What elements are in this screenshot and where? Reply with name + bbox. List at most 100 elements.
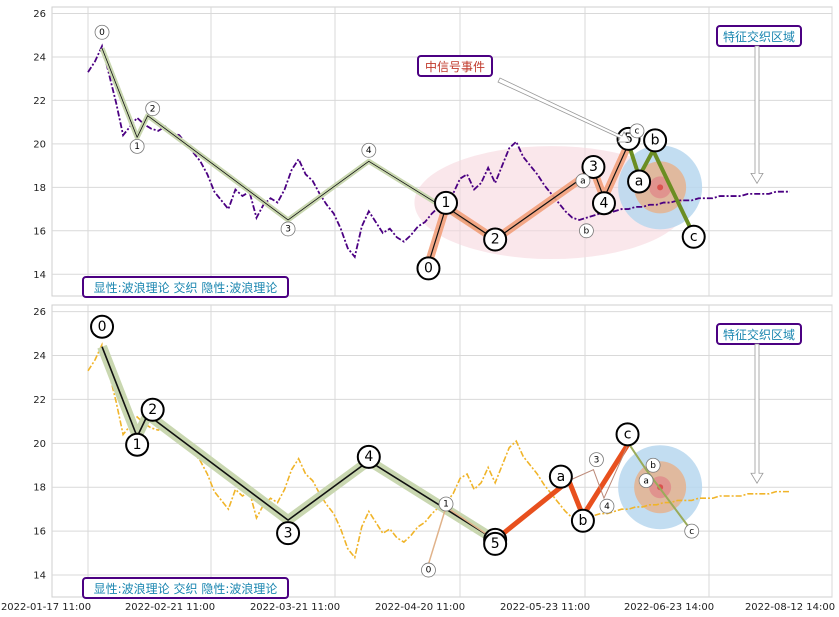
wave-marker-text: 1 <box>443 500 449 510</box>
wave-marker-circle <box>361 142 377 158</box>
y-tick-label: 20 <box>33 439 46 450</box>
wave-marker-text: 2 <box>150 104 156 114</box>
y-tick-label: 22 <box>33 96 46 107</box>
wave-label-3: 3 <box>280 221 296 237</box>
wave-label-3: 3 <box>589 452 604 468</box>
x-tick-label: 2022-01-17 11:00 <box>1 602 91 613</box>
x-tick-label: 2022-06-23 14:00 <box>624 602 714 613</box>
y-tick-label: 24 <box>33 351 46 362</box>
wave-marker-circle <box>434 190 459 215</box>
wave-label-b: b <box>645 457 661 473</box>
wave-marker-text: 4 <box>366 146 372 156</box>
wave-marker-circle <box>579 223 594 239</box>
wave-marker-circle <box>629 123 645 139</box>
wave-marker-circle <box>570 508 595 533</box>
wave-marker-circle <box>356 444 381 469</box>
wave-label-4: 4 <box>361 142 377 158</box>
correction-wave-line <box>626 143 694 232</box>
legend-text: 显性:波浪理论 交织 隐性:波浪理论 <box>94 581 278 596</box>
wave-label-0: 0 <box>90 314 115 339</box>
y-tick-label: 26 <box>33 307 46 318</box>
wave-label-a: a <box>548 464 573 489</box>
sub-wave-thin-line <box>568 443 629 500</box>
wave-marker-text: c <box>624 426 632 442</box>
wave-marker-circle <box>627 169 652 194</box>
wave-label-4: 4 <box>356 444 381 469</box>
wave-label-1: 1 <box>129 138 145 154</box>
wave-marker-text: 1 <box>133 437 142 453</box>
wave-marker-circle <box>416 256 441 281</box>
x-tick-label: 2022-02-21 11:00 <box>125 602 215 613</box>
wave-label-4: 4 <box>591 191 616 216</box>
wave-marker-circle <box>483 227 508 252</box>
wave-marker-text: 0 <box>99 28 105 38</box>
main-wave-line <box>101 48 496 240</box>
price-series-line <box>87 43 790 259</box>
wave-marker-circle <box>638 473 654 489</box>
y-tick-label: 20 <box>33 139 46 150</box>
wave-marker-text: 0 <box>426 566 432 576</box>
wave-label-4: 4 <box>599 498 615 514</box>
zone-arrow <box>750 343 764 485</box>
wave-marker-text: a <box>635 174 644 190</box>
wave-marker-text: 3 <box>285 225 291 235</box>
wave-marker-circle <box>94 24 110 40</box>
legend-box <box>82 276 289 298</box>
wave-marker-circle <box>575 173 591 189</box>
y-tick-label: 16 <box>33 226 46 237</box>
wave-label-2: 2 <box>483 227 508 252</box>
wave-marker-circle <box>548 464 573 489</box>
wave-marker-text: 2 <box>148 402 157 418</box>
wave-marker-circle <box>599 498 615 514</box>
wave-marker-text: 0 <box>98 319 107 335</box>
wave-label-1: 1 <box>434 190 459 215</box>
wave-marker-text: a <box>557 469 566 485</box>
correction-tail-line <box>627 442 693 532</box>
wave-marker-text: 0 <box>424 261 433 277</box>
y-tick-label: 26 <box>33 9 46 20</box>
wave-marker-circle <box>643 128 668 153</box>
wave-marker-text: c <box>634 127 639 137</box>
main-wave-line <box>101 346 496 541</box>
y-tick-label: 14 <box>33 571 46 582</box>
panel-bottom: 1416182022242601234012abc345abc特征交织区域显性:… <box>33 304 833 599</box>
y-tick-label: 14 <box>33 270 46 281</box>
wave-marker-circle <box>483 531 508 556</box>
y-tick-label: 16 <box>33 527 46 538</box>
y-tick-label: 18 <box>33 183 46 194</box>
wave-marker-circle <box>591 191 616 216</box>
correction-wave-line <box>493 441 631 542</box>
wave-label-a: a <box>638 473 654 489</box>
wave-marker-circle <box>589 452 604 468</box>
wave-label-0: 0 <box>421 562 436 578</box>
wave-marker-circle <box>438 496 454 512</box>
wave-marker-circle <box>276 521 301 546</box>
wave-label-c: c <box>684 523 700 539</box>
x-tick-label: 2022-05-23 11:00 <box>500 602 590 613</box>
y-tick-label: 24 <box>33 52 46 63</box>
wave-label-0: 0 <box>94 24 110 40</box>
legend-text: 显性:波浪理论 交织 隐性:波浪理论 <box>94 280 278 295</box>
wave-label-2: 2 <box>145 101 161 117</box>
wave-marker-circle <box>125 432 150 457</box>
panel-top: 1416182022242601234012345abcabc特征交织区域中信号… <box>33 6 833 298</box>
wave-label-b: b <box>643 128 668 153</box>
y-tick-label: 18 <box>33 483 46 494</box>
wave-label-c: c <box>615 422 640 447</box>
signal-arrow <box>497 77 631 143</box>
wave-label-b: b <box>579 223 594 239</box>
wave-marker-text: 2 <box>491 232 500 248</box>
target-center-dot <box>657 184 664 191</box>
wave-marker-text: 3 <box>594 455 600 465</box>
wave-marker-text: 1 <box>134 142 140 152</box>
wave-label-c: c <box>629 123 645 139</box>
wave-marker-text: b <box>650 461 656 471</box>
wave-marker-circle <box>280 221 296 237</box>
wave-label-3: 3 <box>581 154 606 179</box>
plot-frame <box>51 6 833 297</box>
wave-label-1: 1 <box>438 496 454 512</box>
wave-marker-circle <box>615 422 640 447</box>
wave-label-a: a <box>627 169 652 194</box>
x-tick-label: 2022-08-12 14:00 <box>745 602 835 613</box>
signal-annotation-text: 中信号事件 <box>425 59 485 74</box>
